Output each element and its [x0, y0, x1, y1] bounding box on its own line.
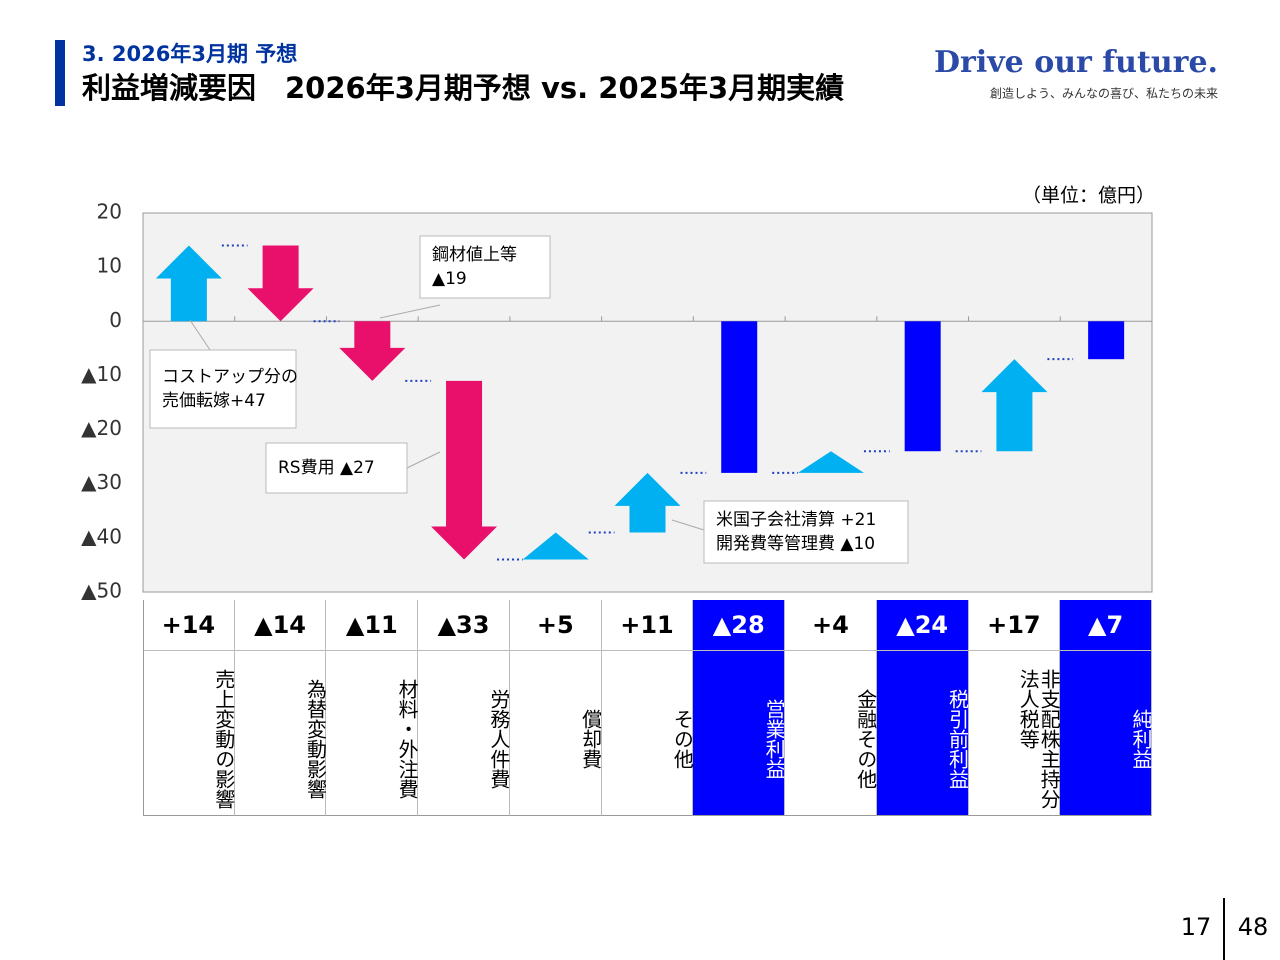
brand: Drive our future.	[934, 45, 1218, 80]
callout-text: 開発費等管理費 ▲10	[716, 534, 875, 554]
decrease-arrow	[431, 380, 498, 560]
accent-bar	[55, 40, 65, 106]
table-left-border	[143, 600, 144, 816]
y-tick-label: ▲10	[81, 362, 122, 386]
callout-text: 米国子会社清算 +21	[716, 510, 876, 530]
category-label: その他	[601, 651, 694, 816]
value-label: ▲11	[326, 600, 419, 651]
section-title: 3. 2026年3月期 予想	[82, 42, 297, 66]
leader-line	[379, 304, 441, 319]
callout-box	[149, 349, 297, 429]
value-label: ▲7	[1060, 600, 1152, 651]
leader-line	[406, 451, 441, 469]
y-tick-label: ▲30	[81, 470, 122, 494]
callout-box	[265, 442, 408, 494]
y-tick-label: 0	[109, 308, 122, 332]
callout-box	[703, 500, 909, 564]
total-bar	[721, 321, 758, 473]
category-label: 労務人件費	[418, 651, 511, 816]
value-label: ▲33	[418, 600, 510, 651]
category-label: 材料・外注費	[326, 651, 419, 816]
increase-arrow	[797, 451, 864, 473]
callout-text: RS費用 ▲27	[278, 458, 375, 478]
callout-text: コストアップ分の	[162, 367, 298, 387]
unit-label: （単位：億円）	[1022, 185, 1155, 207]
y-tick-label: 20	[97, 200, 122, 224]
callout-text: 鋼材値上等	[432, 245, 517, 265]
category-label: 為替変動影響	[234, 651, 327, 816]
decrease-arrow	[247, 245, 314, 322]
value-label: +4	[785, 600, 877, 651]
increase-arrow	[981, 359, 1048, 452]
y-tick-label: 10	[97, 254, 122, 278]
value-label: ▲24	[876, 600, 969, 651]
y-tick-label: ▲50	[81, 579, 122, 603]
category-label: 売上変動の影響	[143, 651, 236, 816]
total-bar	[1088, 321, 1125, 360]
value-label: +14	[143, 600, 235, 651]
increase-arrow	[614, 472, 681, 533]
value-label: ▲14	[234, 600, 327, 651]
category-label: 純利益	[1060, 651, 1153, 816]
value-label: +11	[601, 600, 694, 651]
value-label: +17	[968, 600, 1061, 651]
value-label: ▲28	[693, 600, 786, 651]
category-label: 非支配株主持分 法人税等	[968, 651, 1061, 816]
leader-line	[189, 319, 211, 351]
y-tick-label: ▲40	[81, 524, 122, 548]
y-tick-label: ▲20	[81, 416, 122, 440]
increase-arrow	[155, 245, 222, 322]
callout-box	[419, 235, 551, 299]
total-bar	[904, 321, 941, 452]
slide-title: 利益増減要因 2026年3月期予想 vs. 2025年3月期実績	[82, 71, 844, 105]
page-number: 17	[1181, 913, 1212, 941]
category-label: 金融その他	[785, 651, 878, 816]
increase-arrow	[522, 532, 589, 560]
callout-text: 売価転嫁+47	[162, 391, 266, 411]
category-label: 営業利益	[693, 651, 786, 816]
category-label: 償却費	[509, 651, 603, 816]
value-label: +5	[509, 600, 602, 651]
category-label: 税引前利益	[876, 651, 970, 816]
decrease-arrow	[339, 321, 406, 381]
callout-text: ▲19	[432, 269, 467, 289]
page-total: 48	[1238, 913, 1269, 941]
tagline: 創造しよう、みんなの喜び、私たちの未来	[990, 87, 1218, 101]
leader-line	[671, 519, 705, 531]
